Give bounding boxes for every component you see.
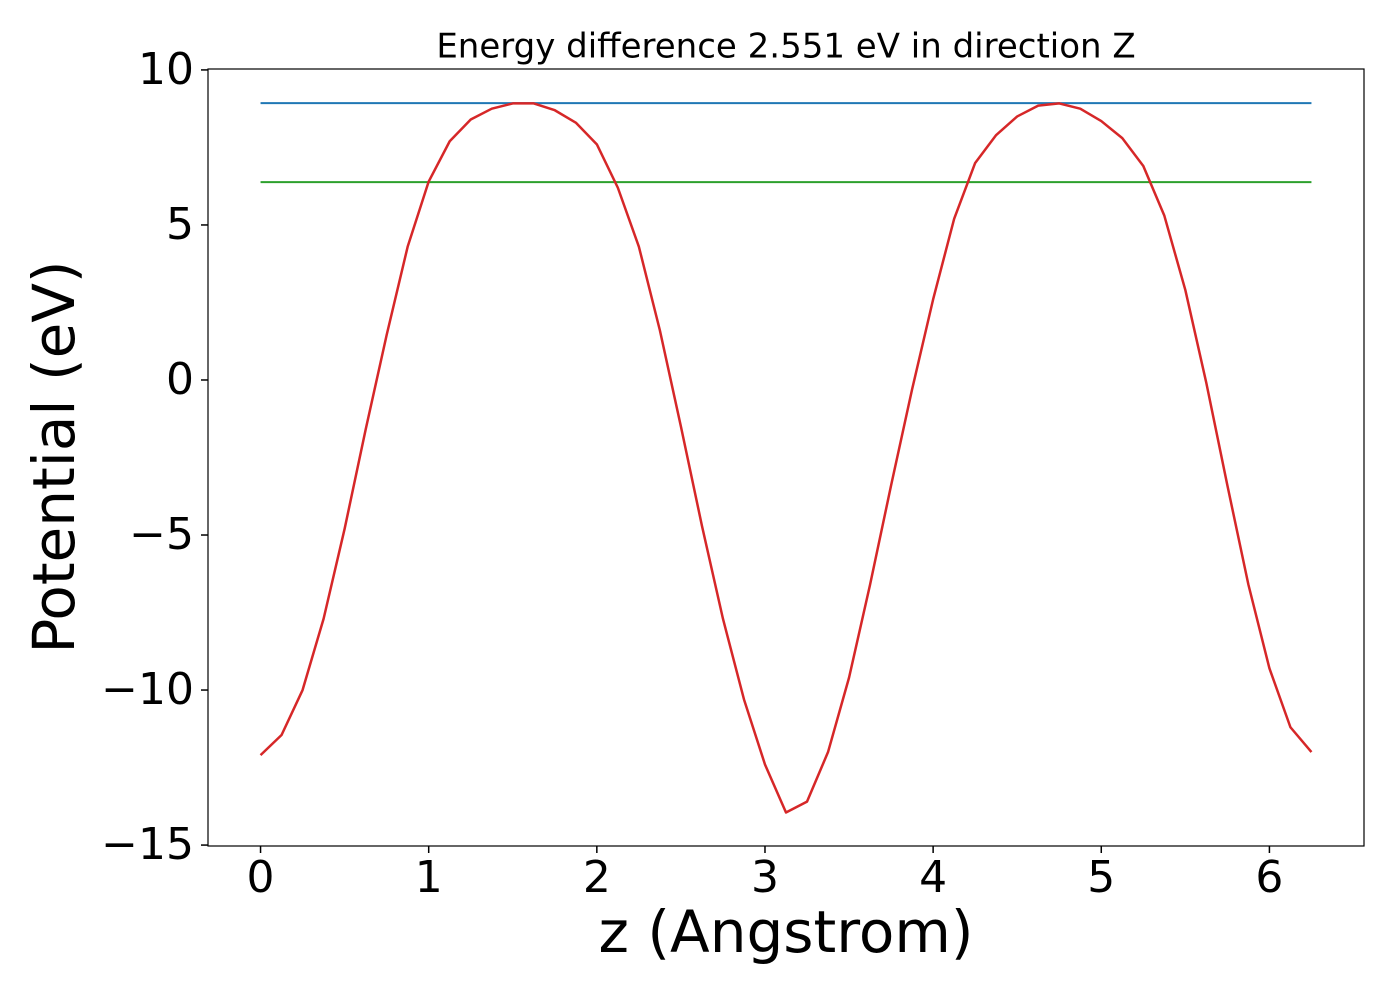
x-tick-label: 6 [1255, 852, 1283, 903]
y-tick-label: 10 [138, 44, 194, 95]
x-tick-label: 0 [247, 852, 275, 903]
x-axis-label: z (Angstrom) [599, 898, 974, 966]
y-tick-label: −5 [129, 509, 194, 560]
x-tick-label: 2 [583, 852, 611, 903]
y-tick-label: −10 [101, 664, 194, 715]
plot-frame [207, 68, 1365, 847]
series-line [259, 102, 1313, 814]
x-tick-label: 4 [919, 852, 947, 903]
x-tick-label: 1 [415, 852, 443, 903]
x-tick-label: 5 [1087, 852, 1115, 903]
x-tick-label: 3 [751, 852, 779, 903]
chart-title: Energy difference 2.551 eV in direction … [436, 27, 1135, 67]
y-tick-label: 5 [166, 199, 194, 250]
y-tick-label: 0 [166, 354, 194, 405]
y-tick-label: −15 [101, 819, 194, 870]
y-axis-label: Potential (eV) [20, 260, 88, 653]
